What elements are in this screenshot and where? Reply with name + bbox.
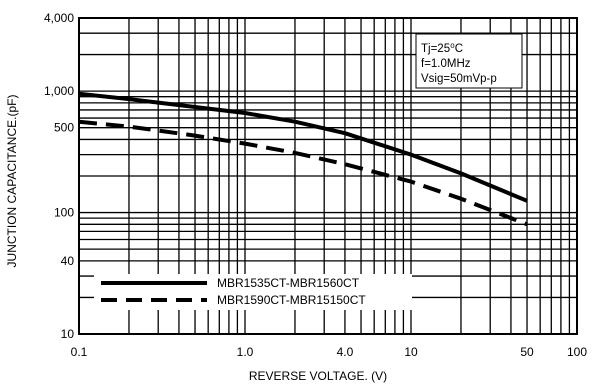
series-line-solid bbox=[78, 91, 528, 203]
x-tick-label: 1.0 bbox=[237, 345, 254, 359]
y-tick-label: 1,000 bbox=[44, 84, 74, 98]
series-layer bbox=[78, 91, 528, 227]
x-axis-title: REVERSE VOLTAGE. (V) bbox=[249, 369, 387, 383]
conditions-box: Tj=25⁰C f=1.0MHz Vsig=50mVp-p bbox=[415, 33, 523, 89]
y-tick-labels: 10 40 100 500 1,000 4,000 bbox=[44, 11, 74, 341]
condition-frequency: f=1.0MHz bbox=[421, 58, 471, 70]
condition-signal: Vsig=50mVp-p bbox=[421, 73, 497, 85]
x-tick-label: 100 bbox=[567, 345, 587, 359]
legend-label-mbr1590ct-mbr15150ct: MBR1590CT-MBR15150CT bbox=[217, 293, 366, 307]
x-tick-label: 10 bbox=[404, 345, 418, 359]
x-tick-label: 50 bbox=[520, 345, 534, 359]
y-axis-title: JUNCTION CAPACITANCE.(pF) bbox=[5, 95, 19, 268]
legend-label-mbr1535ct-mbr1560ct: MBR1535CT-MBR1560CT bbox=[217, 276, 360, 290]
y-tick-label: 40 bbox=[61, 254, 75, 268]
conditions-background bbox=[415, 33, 523, 89]
condition-temperature: Tj=25⁰C bbox=[421, 43, 463, 55]
y-tick-label: 4,000 bbox=[44, 11, 74, 25]
x-tick-label: 4.0 bbox=[337, 345, 354, 359]
x-tick-labels: 0.1 1.0 4.0 10 50 100 bbox=[71, 345, 588, 359]
plot-frame bbox=[78, 17, 578, 335]
legend-background bbox=[94, 274, 412, 310]
y-tick-label: 10 bbox=[61, 327, 75, 341]
series-line-dashed bbox=[78, 119, 528, 227]
legend: MBR1535CT-MBR1560CT MBR1590CT-MBR15150CT bbox=[94, 274, 412, 310]
y-tick-label: 100 bbox=[54, 206, 74, 220]
x-tick-label: 0.1 bbox=[71, 345, 88, 359]
y-tick-label: 500 bbox=[54, 121, 74, 135]
